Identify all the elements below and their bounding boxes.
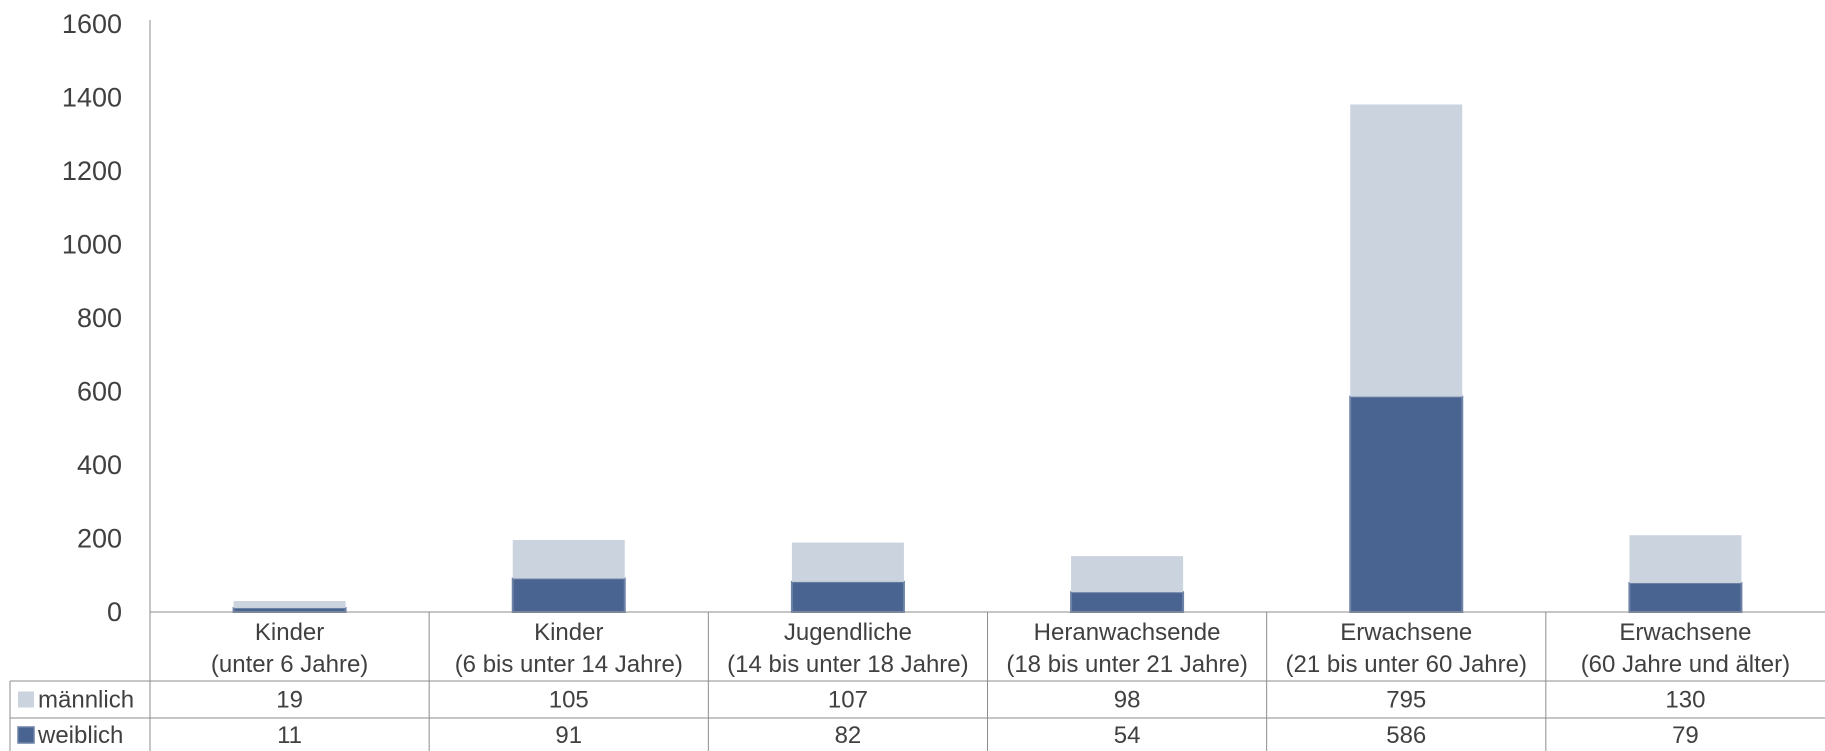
- x-tick-label: (60 Jahre und älter): [1581, 651, 1790, 678]
- legend-label-männlich: männlich: [38, 687, 134, 714]
- x-tick-label: (unter 6 Jahre): [211, 651, 368, 678]
- x-tick-label: Erwachsene: [1619, 619, 1751, 646]
- y-tick-label: 1000: [62, 230, 122, 260]
- data-label-weiblich-3: 54: [1114, 722, 1141, 749]
- bar-weiblich-2: [790, 580, 905, 613]
- x-tick-label: (18 bis unter 21 Jahre): [1006, 651, 1247, 678]
- x-tick-label: (21 bis unter 60 Jahre): [1286, 651, 1527, 678]
- data-label-weiblich-5: 79: [1672, 722, 1699, 749]
- data-label-männlich-3: 98: [1114, 687, 1141, 714]
- data-label-weiblich-1: 91: [555, 722, 582, 749]
- y-axis: 0 200 400 600 800 1000 1200 1400 1600: [62, 9, 151, 627]
- y-tick-label: 1400: [62, 83, 122, 113]
- legend-label-weiblich: weiblich: [37, 722, 123, 749]
- bar-männlich-0: [233, 600, 346, 608]
- y-tick-label: 1200: [62, 156, 122, 186]
- data-label-weiblich-4: 586: [1386, 722, 1426, 749]
- bar-männlich-3: [1071, 556, 1184, 593]
- x-tick-label: Kinder: [534, 619, 603, 646]
- bar-männlich-4: [1350, 104, 1463, 397]
- data-table: Kinder (unter 6 Jahre) Kinder (6 bis unter …: [9, 611, 1825, 751]
- y-tick-label: 0: [107, 597, 122, 627]
- bar-weiblich-5: [1628, 581, 1743, 614]
- data-label-männlich-4: 795: [1386, 687, 1426, 714]
- x-tick-label: (6 bis unter 14 Jahre): [455, 651, 683, 678]
- y-tick-label: 1600: [62, 9, 122, 39]
- x-tick-label: Kinder: [255, 619, 324, 646]
- bar-weiblich-4: [1349, 395, 1464, 613]
- bar-weiblich-0: [232, 606, 347, 614]
- data-label-männlich-1: 105: [549, 687, 589, 714]
- x-tick-label: Erwachsene: [1340, 619, 1472, 646]
- data-label-männlich-2: 107: [828, 687, 868, 714]
- bar-männlich-5: [1629, 535, 1742, 583]
- data-label-männlich-0: 19: [276, 687, 303, 714]
- x-tick-label: Jugendliche: [784, 619, 912, 646]
- legend-key-weiblich: [17, 726, 35, 744]
- bar-weiblich-3: [1070, 591, 1185, 614]
- bar-männlich-1: [512, 539, 625, 579]
- data-label-weiblich-0: 11: [277, 722, 302, 749]
- data-label-männlich-5: 130: [1665, 687, 1705, 714]
- bar-weiblich-1: [511, 577, 626, 613]
- x-tick-label: (14 bis unter 18 Jahre): [727, 651, 968, 678]
- y-tick-label: 400: [77, 450, 122, 480]
- x-tick-label: Heranwachsende: [1034, 619, 1221, 646]
- bars: [232, 104, 1743, 614]
- y-tick-label: 200: [77, 524, 122, 554]
- y-tick-label: 600: [77, 377, 122, 407]
- y-tick-label: 800: [77, 303, 122, 333]
- data-label-weiblich-2: 82: [835, 722, 862, 749]
- legend-key-männlich: [18, 691, 34, 708]
- bar-männlich-2: [791, 542, 904, 582]
